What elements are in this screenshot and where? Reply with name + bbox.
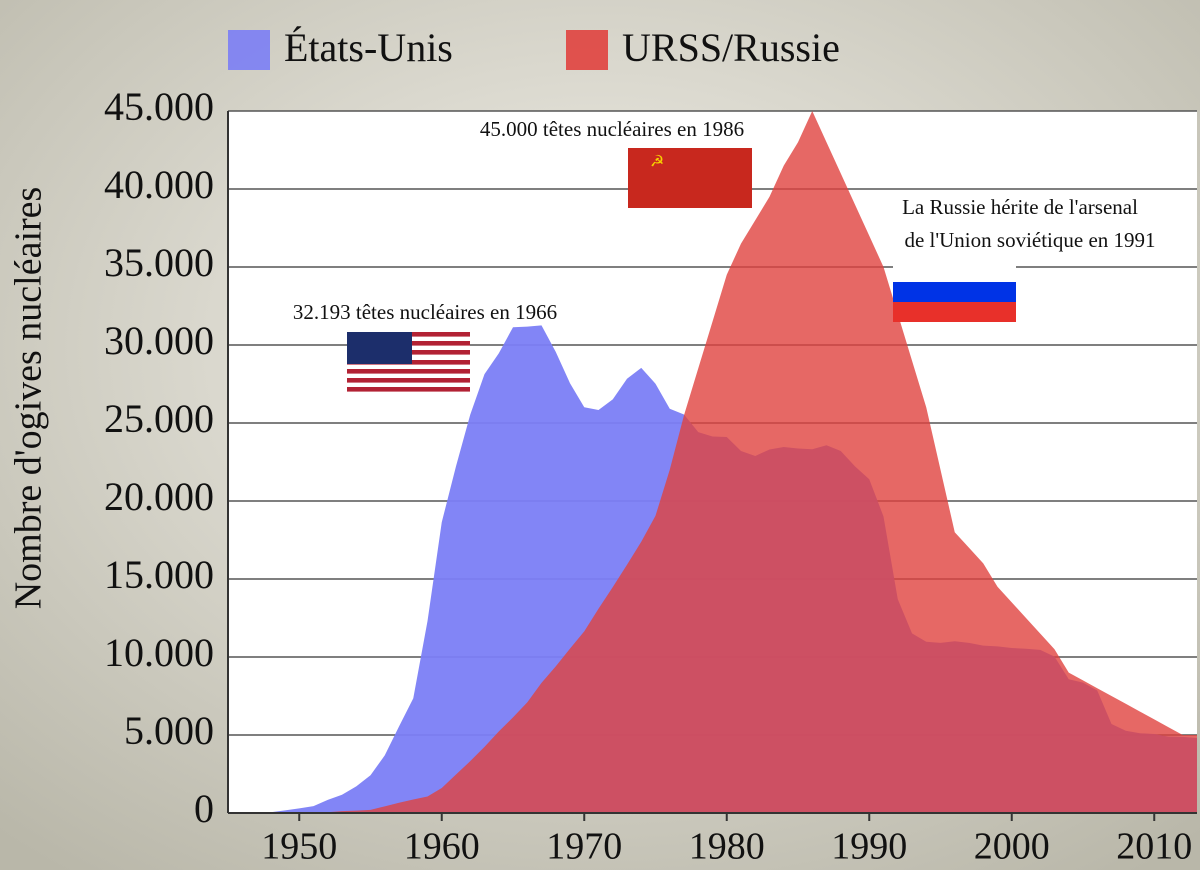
y-tick-label: 30.000 [104,318,214,363]
x-tick-label: 1990 [831,826,907,868]
annotation: La Russie hérite de l'arsenal [902,195,1138,219]
areas [228,111,1197,813]
y-tick-label: 45.000 [104,84,214,129]
area [228,111,1197,813]
ussr-flag: ☭ [628,148,752,208]
legend-label: URSS/Russie [622,25,840,70]
x-tick-label: 2000 [974,826,1050,868]
y-tick-label: 10.000 [104,630,214,675]
ticks: 0 5.000 10.000 15.000 20.000 25.000 30.000 35.0… [104,84,1197,868]
y-tick-label: 25.000 [104,396,214,441]
russia-flag [893,262,1016,322]
y-tick-label: 5.000 [124,708,214,753]
x-tick-label: 2010 [1116,826,1192,868]
legend: États-Unis URSS/Russie [228,25,840,70]
annotation: de l'Union soviétique en 1991 [904,228,1155,252]
annotation: 32.193 têtes nucléaires en 1966 [293,300,557,324]
legend-swatch [228,30,270,70]
y-tick-label: 35.000 [104,240,214,285]
x-tick-label: 1950 [261,826,337,868]
y-axis-label: Nombre d'ogives nucléaires [8,187,50,610]
y-tick-label: 40.000 [104,162,214,207]
x-tick-label: 1960 [404,826,480,868]
y-tick-label: 0 [194,786,214,831]
y-tick-label: 20.000 [104,474,214,519]
annotation: 45.000 têtes nucléaires en 1986 [480,117,744,141]
x-tick-label: 1980 [689,826,765,868]
y-tick-label: 15.000 [104,552,214,597]
legend-swatch [566,30,608,70]
us-flag [347,332,470,392]
x-tick-label: 1970 [546,826,622,868]
legend-label: États-Unis [284,25,453,70]
svg-text:☭: ☭ [650,154,664,171]
